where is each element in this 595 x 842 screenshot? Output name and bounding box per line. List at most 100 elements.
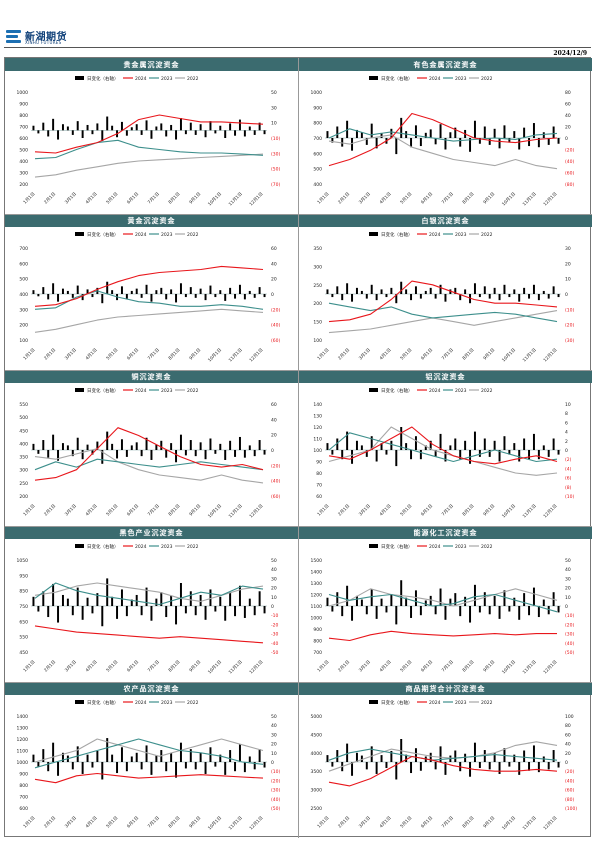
x-tick-label: 1月1日 bbox=[316, 815, 330, 829]
daily-change-bar bbox=[488, 138, 491, 145]
x-tick-label: 11月1日 bbox=[228, 503, 244, 519]
daily-change-bar bbox=[130, 290, 133, 294]
daily-change-bar bbox=[165, 130, 168, 137]
legend-label: 日变化（右轴） bbox=[381, 231, 413, 238]
daily-change-bar bbox=[37, 294, 40, 297]
daily-change-bar bbox=[263, 450, 266, 455]
daily-change-bar bbox=[360, 132, 363, 138]
daily-change-bar bbox=[400, 580, 403, 606]
left-tick-label: 1400 bbox=[17, 714, 29, 720]
daily-change-bar bbox=[234, 606, 237, 617]
x-tick-label: 1月1日 bbox=[22, 815, 36, 829]
daily-change-bar bbox=[439, 588, 442, 606]
daily-change-bar bbox=[214, 606, 217, 612]
daily-change-bar bbox=[454, 287, 457, 294]
right-tick-label: (10) bbox=[565, 494, 574, 500]
daily-change-bar bbox=[434, 606, 437, 615]
daily-change-bar bbox=[346, 431, 349, 450]
daily-change-bar bbox=[111, 754, 114, 762]
daily-change-bar bbox=[429, 287, 432, 294]
left-tick-label: 600 bbox=[19, 261, 28, 267]
daily-change-bar bbox=[160, 287, 163, 294]
daily-change-bar bbox=[434, 450, 437, 457]
x-tick-label: 3月1日 bbox=[64, 503, 78, 517]
daily-change-bar bbox=[346, 585, 349, 606]
left-tick-label: 3000 bbox=[311, 788, 323, 794]
daily-change-bar bbox=[86, 444, 89, 450]
daily-change-bar bbox=[76, 746, 79, 762]
daily-change-bar bbox=[116, 762, 119, 774]
daily-change-bar bbox=[184, 130, 187, 135]
daily-change-bar bbox=[547, 606, 550, 615]
daily-change-bar bbox=[61, 124, 64, 131]
x-tick-label: 11月1日 bbox=[228, 659, 244, 675]
right-tick-label: (30) bbox=[565, 338, 574, 344]
daily-change-bar bbox=[57, 450, 60, 461]
x-tick-label: 5月1日 bbox=[105, 503, 119, 517]
x-tick-label: 6月1日 bbox=[126, 191, 140, 205]
daily-change-bar bbox=[248, 598, 251, 606]
left-tick-label: 550 bbox=[19, 402, 28, 408]
right-tick-label: (4) bbox=[565, 466, 572, 472]
left-tick-label: 700 bbox=[313, 650, 322, 656]
x-tick-label: 8月1日 bbox=[167, 347, 181, 361]
x-tick-label: 4月1日 bbox=[84, 191, 98, 205]
daily-change-bar bbox=[552, 438, 555, 450]
daily-change-bar bbox=[360, 290, 363, 294]
right-tick-label: (10) bbox=[271, 769, 280, 775]
series-line-2023 bbox=[34, 458, 264, 471]
daily-change-bar bbox=[111, 125, 114, 131]
legend-label: 2023 bbox=[161, 700, 173, 706]
x-tick-label: 2月1日 bbox=[43, 503, 57, 517]
daily-change-bar bbox=[214, 130, 217, 134]
chart-legend: 日变化（右轴） 2024 2023 2022 bbox=[369, 231, 493, 238]
daily-change-bar bbox=[528, 606, 531, 616]
series-line-2024 bbox=[328, 112, 558, 167]
right-tick-label: (10) bbox=[565, 307, 574, 313]
left-tick-label: 1500 bbox=[311, 558, 323, 564]
daily-change-bar bbox=[253, 606, 256, 616]
daily-change-bar bbox=[547, 450, 550, 457]
daily-change-bar bbox=[140, 294, 143, 298]
daily-change-bar bbox=[331, 606, 334, 612]
daily-change-bar bbox=[47, 762, 50, 772]
daily-change-bar bbox=[175, 762, 178, 778]
daily-change-bar bbox=[513, 754, 516, 762]
right-tick-label: 60 bbox=[271, 246, 277, 252]
daily-change-bar bbox=[419, 450, 422, 460]
daily-change-bar bbox=[414, 436, 417, 450]
daily-change-bar bbox=[130, 127, 133, 131]
right-tick-label: 20 bbox=[565, 586, 571, 592]
left-tick-label: 1300 bbox=[311, 581, 323, 587]
daily-change-bar bbox=[454, 593, 457, 606]
daily-change-bar bbox=[179, 742, 182, 762]
daily-change-bar bbox=[518, 762, 521, 775]
chart-legend: 日变化（右轴） 2024 2023 2022 bbox=[369, 543, 493, 550]
right-tick-label: (20) bbox=[565, 148, 574, 154]
daily-change-bar bbox=[175, 450, 178, 463]
chart-svg: 5000 4500 4000 3500 3000 2500 100 80 60 40 20 0 (20)… bbox=[311, 699, 578, 831]
daily-change-bar bbox=[341, 606, 344, 617]
daily-change-bar bbox=[116, 606, 119, 619]
right-tick-label: (60) bbox=[565, 788, 574, 794]
daily-change-bar bbox=[439, 746, 442, 762]
left-tick-label: 800 bbox=[313, 121, 322, 127]
right-tick-label: (40) bbox=[565, 778, 574, 784]
x-tick-label: 7月1日 bbox=[147, 347, 161, 361]
daily-change-bar bbox=[419, 138, 422, 147]
left-tick-label: 500 bbox=[19, 148, 28, 154]
x-tick-label: 2月1日 bbox=[337, 503, 351, 517]
right-tick-label: (50) bbox=[565, 650, 574, 656]
right-tick-label: 20 bbox=[271, 277, 277, 283]
chart-svg: 1000 900 800 700 600 500 400 300 200 50 30 10 (10) (3… bbox=[17, 75, 281, 207]
x-tick-label: 7月1日 bbox=[147, 659, 161, 673]
daily-change-bar bbox=[194, 130, 197, 135]
legend-label: 2022 bbox=[187, 388, 199, 394]
right-tick-label: (30) bbox=[271, 788, 280, 794]
legend-label: 2024 bbox=[135, 232, 147, 238]
daily-change-bar bbox=[91, 294, 94, 298]
daily-change-bar bbox=[488, 450, 491, 457]
daily-change-bar bbox=[473, 120, 476, 138]
right-tick-label: 50 bbox=[271, 714, 277, 720]
legend-swatch bbox=[75, 76, 84, 80]
